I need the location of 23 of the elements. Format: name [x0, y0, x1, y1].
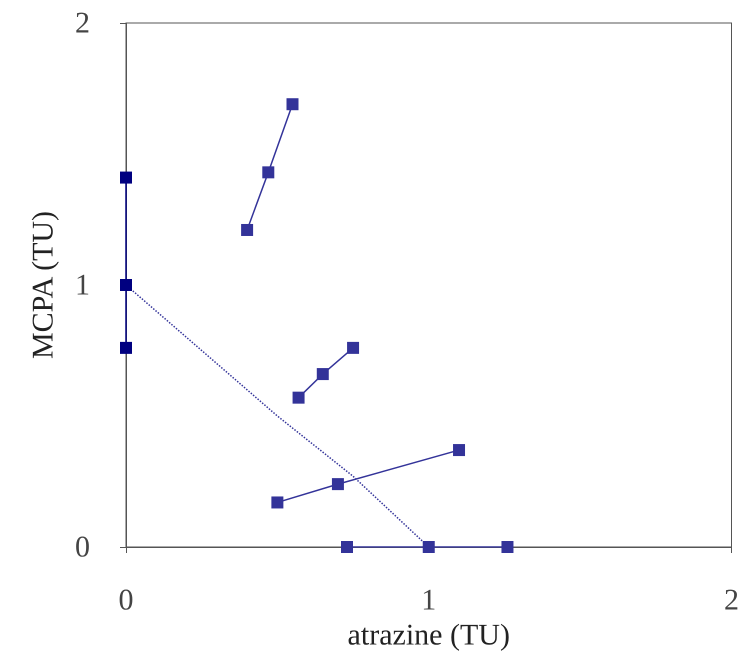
point — [120, 342, 132, 354]
y-tick-label: 1 — [75, 268, 90, 302]
x-tick-label: 0 — [118, 584, 134, 616]
point — [292, 392, 305, 404]
y-axis-title: MCPA (TU) — [26, 210, 60, 360]
point — [120, 172, 132, 184]
point — [262, 166, 274, 178]
point — [347, 342, 360, 354]
point — [316, 368, 329, 380]
point — [271, 496, 284, 508]
point — [422, 541, 435, 553]
point — [120, 279, 132, 291]
point — [332, 478, 344, 490]
y-tick-label: 0 — [75, 530, 90, 564]
point — [286, 98, 299, 110]
x-axis-title: atrazine (TU) — [348, 618, 510, 652]
point — [501, 541, 514, 553]
point — [341, 541, 354, 553]
x-tick-label: 2 — [724, 584, 739, 616]
point — [453, 444, 466, 456]
point — [241, 224, 254, 236]
x-tick-label: 1 — [421, 584, 436, 616]
y-tick-label: 2 — [75, 6, 90, 40]
